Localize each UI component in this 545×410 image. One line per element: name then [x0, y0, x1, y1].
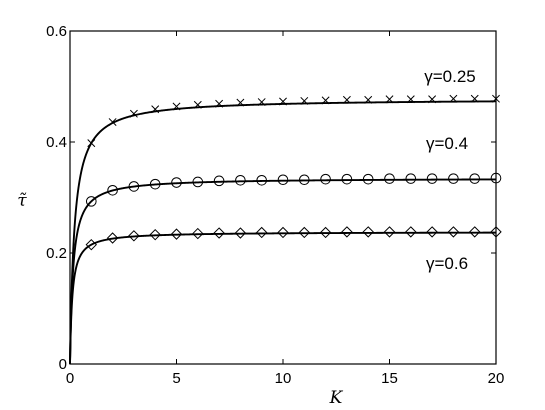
data-point-circle-marker [299, 174, 310, 186]
data-point-diamond-marker [234, 227, 247, 239]
x-tick-label: 5 [172, 370, 180, 387]
x-tick-label: 10 [275, 370, 292, 387]
x-tick-label: 20 [488, 370, 505, 387]
ticks-layer: 0 5 10 15 20 0 0.2 0.4 0.6 [46, 23, 504, 387]
data-point-x-marker [300, 96, 309, 105]
data-point-circle-marker [256, 174, 268, 186]
data-point-circle-marker [405, 173, 417, 184]
data-point-diamond-marker [468, 226, 481, 238]
data-point-diamond-marker [447, 226, 460, 238]
data-point-x-marker [108, 118, 117, 126]
data-point-x-marker [129, 109, 138, 118]
plot-area [69, 30, 497, 365]
data-point-diamond-marker [277, 226, 289, 239]
data-point-circle-marker [341, 173, 353, 185]
data-point-x-marker [321, 96, 330, 105]
y-tick-label: 0.2 [46, 245, 67, 262]
data-point-diamond-marker [170, 228, 183, 240]
y-tick-label: 0.4 [46, 134, 67, 151]
data-point-diamond-marker [298, 226, 311, 239]
data-point-circle-marker [171, 177, 182, 188]
data-point-circle-marker [192, 176, 204, 188]
data-point-diamond-marker [213, 227, 225, 239]
data-point-x-marker [236, 98, 245, 107]
data-point-circle-marker [149, 178, 161, 190]
data-point-diamond-marker [426, 226, 438, 238]
y-tick-label: 0 [59, 356, 67, 373]
data-point-x-marker [492, 94, 500, 103]
series-line-1 [69, 100, 497, 364]
x-tick-label: 15 [381, 370, 398, 387]
data-point-diamond-marker [128, 230, 140, 242]
data-point-circle-marker [469, 173, 481, 184]
data-point-x-marker [428, 95, 437, 104]
data-point-x-marker [279, 97, 287, 106]
data-point-circle-marker [448, 173, 459, 184]
data-point-x-marker [364, 95, 373, 104]
data-point-x-marker [87, 139, 96, 148]
data-point-circle-marker [362, 173, 374, 185]
series-annotation-3: γ=0.6 [426, 254, 468, 273]
data-point-circle-marker [320, 173, 331, 185]
data-point-x-marker [257, 98, 266, 106]
series-line-2 [69, 178, 496, 364]
data-point-x-marker [342, 95, 351, 104]
data-point-x-marker [193, 100, 202, 109]
markers-layer [85, 94, 502, 251]
y-tick-label: 0.6 [46, 23, 67, 40]
series-annotation-1: γ=0.25 [424, 67, 476, 86]
data-point-x-marker [151, 105, 160, 114]
x-tick-label: 0 [66, 370, 74, 387]
data-point-circle-marker [384, 173, 395, 184]
x-axis-label: K [329, 388, 344, 408]
data-point-x-marker [470, 94, 479, 103]
data-point-diamond-marker [319, 226, 332, 239]
annotations-layer: γ=0.25 γ=0.4 γ=0.6 [424, 67, 476, 273]
curves-layer [69, 100, 497, 364]
data-point-circle-marker [490, 172, 502, 184]
series-annotation-2: γ=0.4 [426, 134, 468, 153]
data-point-x-marker [449, 94, 458, 103]
data-point-diamond-marker [255, 226, 268, 239]
data-point-circle-marker [426, 173, 438, 184]
data-point-diamond-marker [85, 238, 98, 251]
data-point-x-marker [215, 99, 224, 108]
data-point-diamond-marker [341, 226, 353, 238]
data-point-circle-marker [128, 181, 140, 192]
data-point-x-marker [172, 102, 181, 111]
data-point-diamond-marker [383, 226, 396, 238]
data-point-x-marker [406, 95, 415, 104]
data-point-circle-marker [107, 184, 118, 196]
data-point-circle-marker [86, 196, 97, 207]
data-point-diamond-marker [405, 226, 417, 238]
data-point-circle-marker [277, 174, 289, 186]
series-line-3 [69, 231, 497, 364]
data-point-diamond-marker [490, 226, 502, 238]
data-point-diamond-marker [149, 228, 161, 241]
y-axis-label: τ̃ [17, 191, 27, 211]
data-point-x-marker [385, 95, 394, 104]
data-point-diamond-marker [106, 232, 119, 244]
data-point-circle-marker [235, 174, 246, 186]
data-point-diamond-marker [192, 227, 204, 240]
data-point-circle-marker [213, 175, 225, 187]
data-point-diamond-marker [362, 226, 374, 238]
